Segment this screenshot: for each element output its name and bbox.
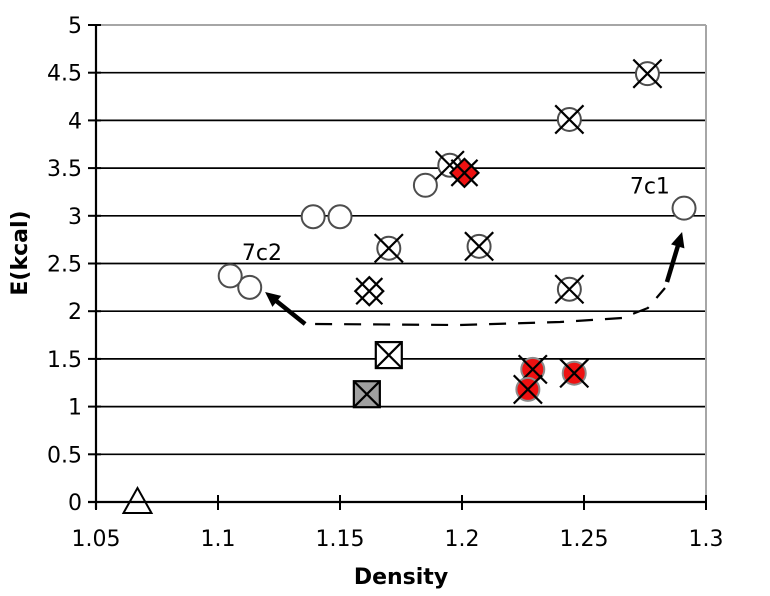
tick-labels: 1.05 1.1 1.15 1.2 1.25 1.3 0 0.5 1 1.5 2 2.5 3 3.5 4 4.… [47,14,724,552]
open-circle-shape [671,195,697,221]
open-triangle-shape [121,485,154,514]
x-tick-label: 1.2 [445,527,480,552]
y-tick-label: 5 [68,14,82,39]
y-tick-label: 3.5 [47,157,82,182]
series-gray-crossed-square [352,380,381,409]
x-tick-label: 1.25 [560,527,609,552]
annotations [265,232,685,327]
open-circle-shape [300,204,326,230]
y-tick-label: 0.5 [47,443,82,468]
red-crossed-circle-marker [517,354,548,385]
crossed-diamond-marker [353,275,385,307]
x-tick-label: 1.1 [201,527,236,552]
x-tick-label: 1.15 [316,527,365,552]
annotation-label-7c1: 7c1 [630,174,670,199]
annotation-label-7c2: 7c2 [242,241,282,266]
red-crossed-circle-marker [559,358,590,389]
crossed-square-x [375,341,403,369]
open-circle-shape [217,263,243,289]
red-crossed-circle-marker [512,374,543,405]
plot-border [96,24,707,508]
crossed-square-marker [374,340,403,370]
open-triangle-marker [121,485,154,514]
series-red-crossed-diamond [448,157,480,189]
y-tick-label: 1.5 [47,348,82,373]
crossed-circle-marker [632,58,663,89]
crossed-circle-marker [373,233,404,264]
red-crossed-circle-x [512,374,543,405]
crossed-circle-x [434,150,465,181]
series-open-triangle [121,485,154,514]
y-tick-label: 2 [68,300,82,325]
open-circle-shape [327,204,353,230]
series-crossed-diamond [353,275,385,307]
annotation-labels: 7c2 7c1 [242,174,670,266]
crossed-circle-x [554,274,585,305]
crossed-circle-marker [464,231,494,262]
x-tick-label: 1.3 [689,527,724,552]
arrow-to-7c1-head [671,232,685,249]
series-red-crossed-circle [512,354,590,405]
arrow-to-7c2-head [265,292,282,307]
crossed-circle-marker [554,104,585,135]
open-circle-shape [237,274,263,300]
x-tick-label: 1.05 [72,527,121,552]
y-tick-label: 3 [68,205,82,230]
tick-marks [88,24,707,510]
crossed-circle-x [373,233,404,264]
red-crossed-diamond-marker [448,157,480,189]
open-circle-marker [412,172,438,198]
y-tick-label: 4 [68,109,82,134]
crossed-circle-marker [554,274,585,305]
open-circle-marker [671,195,697,221]
dashed-guide-line [315,287,666,327]
red-crossed-diamond-x [450,159,479,187]
open-circle-marker [300,204,326,230]
red-crossed-circle-x [559,358,590,389]
crossed-circle-x [554,104,585,135]
y-tick-label: 1 [68,396,82,421]
gridlines [96,71,706,456]
y-tick-label: 0 [68,491,82,516]
y-tick-label: 2.5 [47,253,82,278]
open-circle-marker [327,204,353,230]
y-tick-label: 4.5 [47,62,82,87]
crossed-diamond-x [355,277,384,306]
open-circle-marker [237,274,263,300]
y-axis-title: E(kcal) [8,210,33,295]
crossed-circle-x [464,231,494,262]
gray-crossed-square-x [353,380,381,408]
series-crossed-square [374,340,403,370]
open-circle-marker [217,263,243,289]
open-circle-shape [412,172,438,198]
arrow-to-7c2-shaft [273,297,307,326]
data-points [121,58,697,514]
axes [88,25,706,509]
crossed-circle-x [632,58,663,89]
arrow-to-7c1-shaft [664,242,681,283]
series-open-circle [217,172,697,300]
x-axis-title: Density [354,565,448,590]
gray-crossed-square-marker [352,380,381,409]
